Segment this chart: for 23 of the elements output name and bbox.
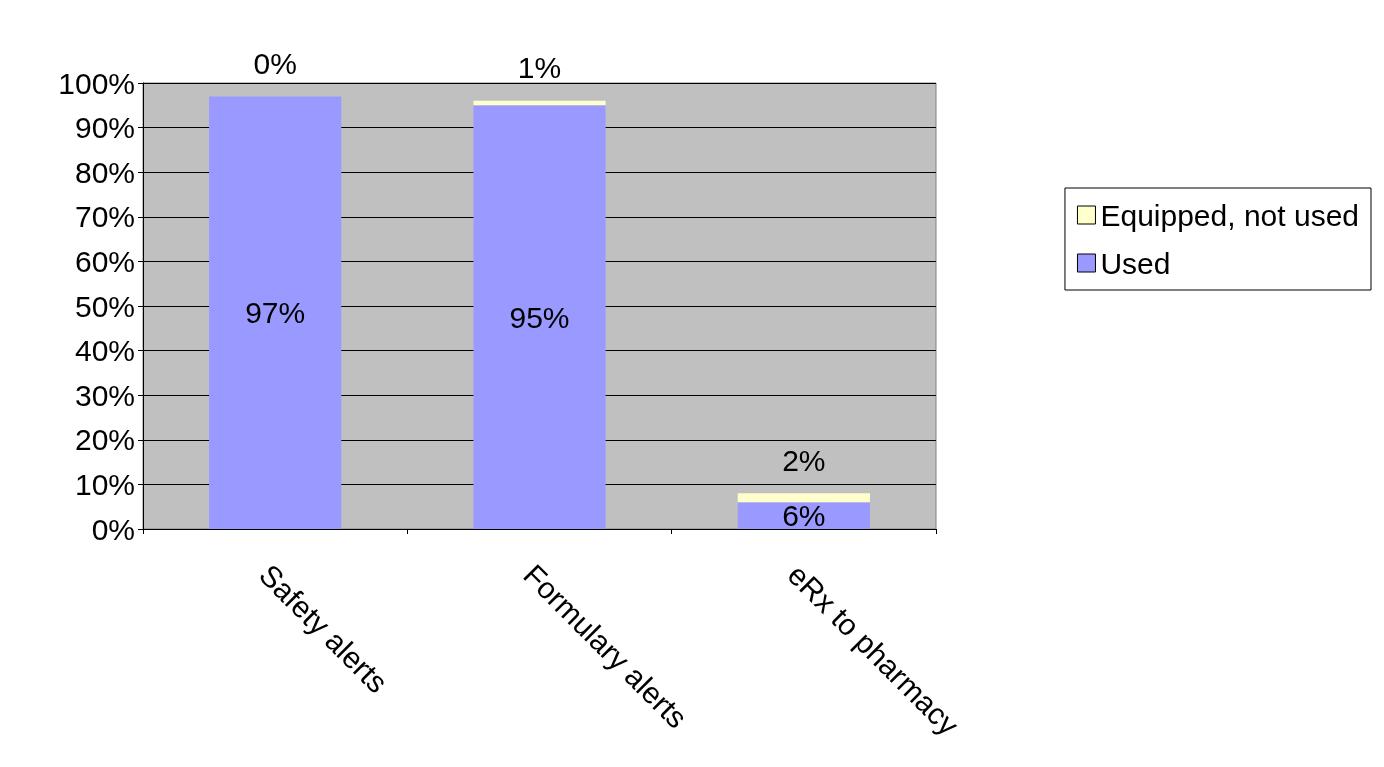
bar <box>473 100 606 106</box>
y-tick-label: 30% <box>74 378 135 412</box>
legend-label: Used <box>1100 246 1171 280</box>
y-tick-label: 0% <box>91 512 135 546</box>
data-label: 1% <box>517 51 562 85</box>
data-label: 6% <box>782 499 826 533</box>
data-label: 97% <box>245 296 306 330</box>
y-tick-label: 20% <box>74 423 135 457</box>
y-tick-label: 60% <box>74 244 135 278</box>
bar <box>209 96 342 529</box>
y-tick-label: 100% <box>58 66 135 100</box>
bar <box>737 493 870 503</box>
data-label: 95% <box>509 300 570 334</box>
bar <box>473 105 606 529</box>
y-tick-label: 50% <box>74 289 135 323</box>
y-tick-label: 10% <box>74 467 135 501</box>
y-tick-label: 40% <box>74 334 135 368</box>
legend-label: Equipped, not used <box>1100 198 1359 232</box>
y-tick-label: 90% <box>74 111 135 145</box>
y-tick-label: 80% <box>74 155 135 189</box>
data-label: 2% <box>782 443 826 477</box>
y-tick-label: 70% <box>74 200 135 234</box>
data-label: 0% <box>253 46 297 80</box>
